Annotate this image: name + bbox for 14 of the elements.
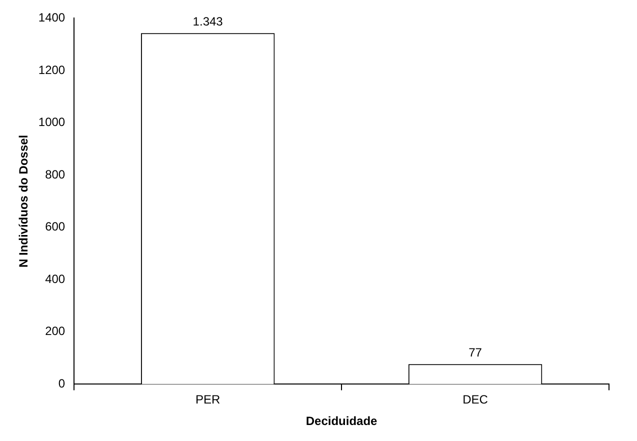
x-tick-label: PER (195, 392, 220, 407)
y-tick-label: 200 (45, 324, 66, 338)
y-tick-label: 1400 (38, 10, 66, 25)
x-tick-label: DEC (462, 392, 488, 407)
data-label: 77 (468, 345, 482, 360)
y-tick-label: 1000 (38, 115, 66, 130)
y-axis-title: N Indivíduos do Dossel (16, 134, 31, 268)
y-tick-label: 1200 (38, 62, 66, 77)
y-tick-label: 400 (45, 272, 66, 286)
data-label: 1.343 (192, 14, 224, 28)
y-tick-label: 0 (58, 376, 66, 391)
x-axis-title: Deciduidade (306, 414, 378, 428)
y-tick-label: 600 (45, 220, 66, 234)
y-tick-label: 800 (45, 167, 66, 182)
